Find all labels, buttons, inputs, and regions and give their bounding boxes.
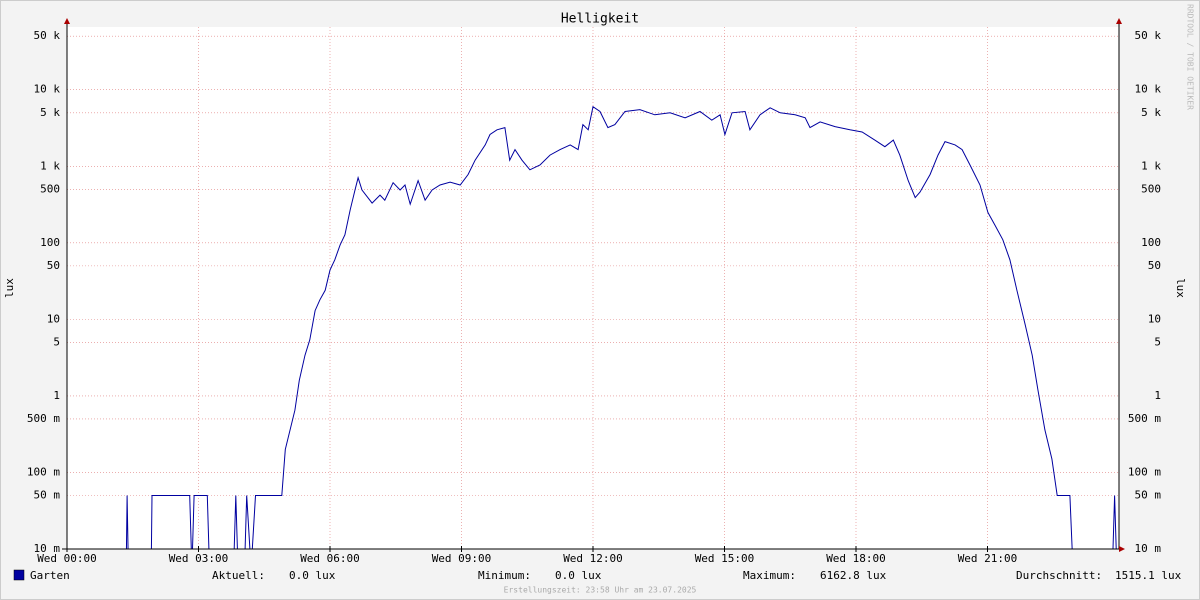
y2-tick-label: 1	[1154, 389, 1161, 402]
stat-label: Durchschnitt:	[1016, 569, 1102, 582]
chart-title: Helligkeit	[561, 12, 639, 27]
y-tick-label: 10 k	[34, 83, 61, 96]
y2-axis-title: lux	[1174, 278, 1187, 298]
y-tick-label: 500 m	[27, 412, 60, 425]
y-tick-label: 10 m	[34, 542, 61, 555]
y-tick-label: 50 k	[34, 29, 61, 42]
legend-swatch	[13, 569, 25, 581]
arrow	[64, 18, 70, 24]
y-tick-label: 50	[47, 259, 60, 272]
arrow	[1116, 18, 1122, 24]
y2-tick-label: 10 m	[1135, 542, 1162, 555]
y2-tick-label: 1 k	[1141, 159, 1161, 172]
y2-tick-label: 10	[1148, 312, 1161, 325]
y-tick-label: 100	[40, 236, 60, 249]
x-tick-label: Wed 09:00	[432, 552, 492, 565]
y-tick-label: 50 m	[34, 488, 61, 501]
y-tick-label: 5	[53, 335, 60, 348]
y2-tick-label: 5	[1154, 335, 1161, 348]
y2-tick-label: 50 m	[1135, 488, 1162, 501]
stat-label: Aktuell:	[212, 569, 265, 582]
y2-tick-label: 50 k	[1135, 29, 1162, 42]
x-tick-label: Wed 18:00	[826, 552, 886, 565]
x-tick-label: Wed 12:00	[563, 552, 623, 565]
stat-value: 0.0 lux	[289, 569, 336, 582]
data-line	[125, 105, 1117, 549]
plot	[66, 27, 1119, 550]
stat-value: 6162.8 lux	[820, 569, 887, 582]
legend-label: Garten	[30, 569, 70, 582]
stat-value: 0.0 lux	[555, 569, 602, 582]
y-tick-label: 100 m	[27, 465, 60, 478]
x-tick-label: Wed 03:00	[169, 552, 229, 565]
y-tick-label: 1	[53, 389, 60, 402]
y-tick-label: 5 k	[40, 106, 60, 119]
y2-tick-label: 100	[1141, 236, 1161, 249]
y2-tick-label: 500	[1141, 182, 1161, 195]
y2-tick-label: 100 m	[1128, 465, 1161, 478]
y2-tick-label: 5 k	[1141, 106, 1161, 119]
y-axis-title: lux	[3, 278, 16, 298]
arrow	[1119, 546, 1125, 552]
x-tick-label: Wed 21:00	[958, 552, 1018, 565]
x-tick-label: Wed 06:00	[300, 552, 360, 565]
y2-tick-label: 500 m	[1128, 412, 1161, 425]
footer: Erstellungszeit: 23:58 Uhr am 23.07.2025	[504, 586, 697, 595]
y2-tick-label: 10 k	[1135, 83, 1162, 96]
watermark: RRDTOOL / TOBI OETIKER	[1186, 4, 1195, 110]
stat-label: Maximum:	[743, 569, 796, 582]
y-tick-label: 500	[40, 182, 60, 195]
y-tick-label: 10	[47, 312, 60, 325]
stat-label: Minimum:	[478, 569, 531, 582]
y2-tick-label: 50	[1148, 259, 1161, 272]
y-tick-label: 1 k	[40, 159, 60, 172]
stat-value: 1515.1 lux	[1115, 569, 1182, 582]
x-tick-label: Wed 00:00	[37, 552, 97, 565]
x-tick-label: Wed 15:00	[695, 552, 755, 565]
